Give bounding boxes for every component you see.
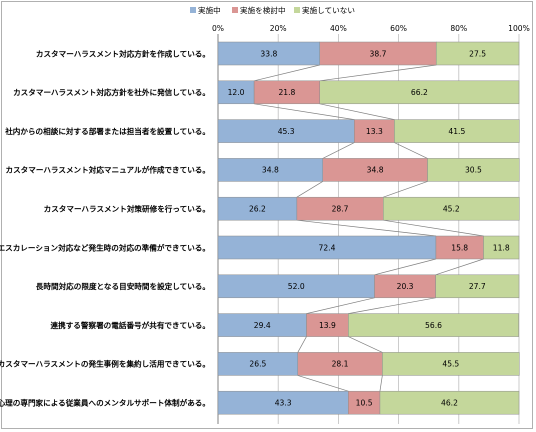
data-label: 12.0 — [228, 88, 245, 97]
legend-label: 実施していない — [302, 5, 355, 15]
data-label: 10.5 — [356, 399, 373, 408]
data-label: 28.1 — [332, 360, 349, 369]
bar-segment — [427, 158, 520, 182]
series-connector-line — [297, 375, 349, 392]
bar-segment — [319, 80, 520, 105]
bar-segment — [394, 119, 520, 143]
data-label: 15.8 — [451, 243, 468, 252]
x-tick-label: 0% — [212, 24, 224, 33]
bar-segment — [435, 274, 520, 299]
series-connector-line — [379, 375, 383, 392]
category-label: 社内からの相談に対する部署または担当者を設置している。 — [4, 126, 210, 136]
series-connector-line — [306, 297, 375, 314]
category-label: 心理の専門家による従業員へのメンタルサポート体制がある。 — [0, 398, 210, 408]
series-connector-line — [319, 103, 395, 120]
data-label: 38.7 — [370, 49, 387, 58]
series-connector-line — [297, 336, 307, 353]
legend-swatch — [232, 7, 238, 13]
legend-swatch — [190, 7, 196, 13]
series-connector-line — [254, 64, 320, 82]
series-connector-line — [254, 103, 355, 120]
data-label: 72.4 — [319, 243, 336, 252]
data-label: 45.3 — [278, 127, 295, 136]
series-connector-line — [348, 336, 383, 353]
category-label: カスタマーハラスメント対応方針を社外に発信している。 — [13, 87, 210, 97]
bar-segment — [435, 41, 520, 66]
category-label: 連携する警察署の電話番号が共有できている。 — [51, 320, 210, 330]
bar-segment — [483, 235, 520, 260]
x-tick-label: 40% — [330, 24, 347, 33]
data-label: 28.7 — [332, 205, 349, 214]
category-label: カスタマーハラスメント対策研修を行っている。 — [44, 204, 210, 214]
data-label: 30.5 — [465, 166, 482, 175]
x-tick-label: 60% — [390, 24, 407, 33]
legend-swatch — [294, 7, 300, 13]
data-label: 52.0 — [288, 282, 305, 291]
x-tick-label: 80% — [450, 24, 467, 33]
data-label: 13.3 — [366, 127, 383, 136]
series-connector-line — [322, 142, 355, 159]
bar-segment — [348, 313, 519, 337]
series-connector-line — [348, 297, 436, 314]
data-label: 27.5 — [469, 49, 486, 58]
data-label: 21.8 — [278, 88, 295, 97]
category-label: 長時間対応の限度となる目安時間を設定している。 — [36, 281, 210, 291]
legend-label: 実施を検討中 — [240, 5, 286, 15]
data-label: 66.2 — [411, 88, 428, 97]
data-label: 11.8 — [493, 243, 510, 252]
x-tick-label: 20% — [270, 24, 287, 33]
x-tick-label: 100% — [508, 24, 530, 33]
data-label: 46.2 — [441, 399, 458, 408]
series-connector-line — [296, 219, 436, 237]
legend-label: 実施中 — [198, 5, 221, 15]
series-connector-line — [319, 64, 437, 82]
data-label: 26.5 — [249, 360, 266, 369]
data-label: 13.9 — [319, 321, 336, 330]
category-label: カスタマーハラスメント対応マニュアルが作成できている。 — [6, 165, 211, 175]
data-label: 45.5 — [442, 360, 459, 369]
data-label: 26.2 — [249, 205, 266, 214]
bar-segment — [382, 196, 520, 221]
data-label: 45.2 — [443, 205, 460, 214]
data-label: 56.6 — [425, 321, 442, 330]
series-connector-line — [394, 142, 428, 159]
data-label: 27.7 — [469, 282, 486, 291]
data-label: 34.8 — [262, 166, 279, 175]
series-connector-line — [383, 219, 484, 237]
series-connector-line — [374, 258, 437, 276]
series-connector-line — [383, 181, 428, 198]
data-label: 29.4 — [254, 321, 271, 330]
data-label: 20.3 — [397, 282, 414, 291]
bar-segment — [379, 390, 520, 415]
data-label: 33.8 — [260, 49, 277, 58]
series-connector-line — [296, 181, 323, 198]
bar-segment — [382, 352, 520, 376]
data-label: 43.3 — [275, 399, 292, 408]
series-connector-line — [435, 258, 484, 276]
category-label: カスタマーハラスメントの発生事例を集約し活用できている。 — [0, 359, 210, 369]
category-label: エスカレーション対応など発生時の対応の準備ができている。 — [0, 242, 210, 252]
category-label: カスタマーハラスメント対応方針を作成している。 — [36, 48, 210, 58]
data-label: 34.8 — [367, 166, 384, 175]
data-label: 41.5 — [448, 127, 465, 136]
